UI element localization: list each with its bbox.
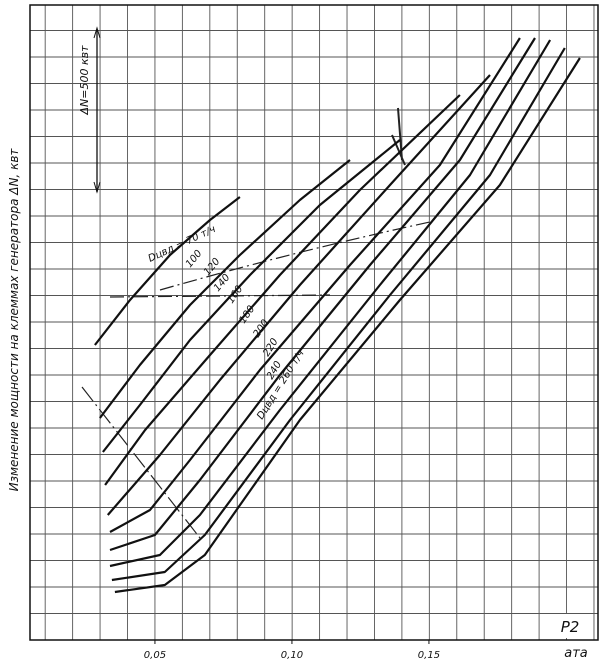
curve [94, 196, 241, 346]
curve [106, 74, 491, 516]
x-tick-label: 0,05 [144, 650, 166, 661]
curve [109, 37, 521, 533]
grid [30, 5, 598, 640]
aux-line [81, 386, 201, 539]
curve-label: 100 [184, 248, 205, 270]
curve [114, 57, 581, 594]
curve [104, 94, 461, 486]
curve [109, 39, 552, 568]
curve-label: 160 [225, 284, 245, 306]
x-tick-label: 0,15 [418, 650, 440, 661]
aux-line [109, 294, 331, 298]
curve [99, 159, 351, 419]
x-axis-label: P2 [561, 618, 580, 636]
xlabel-box [556, 614, 586, 638]
curve [102, 139, 401, 453]
curve [111, 47, 566, 582]
x-axis-unit: ата [564, 646, 588, 661]
curve [109, 37, 536, 552]
x-tick-label: 0,10 [281, 650, 303, 661]
plot-frame [29, 4, 599, 641]
y-axis-label: Изменение мощности на клеммах генератора… [7, 148, 21, 492]
aux-line [159, 221, 431, 291]
curve-label: 140 [212, 272, 233, 294]
scale-arrows [93, 26, 101, 194]
scale-note: ΔN=500 квт [78, 45, 91, 116]
